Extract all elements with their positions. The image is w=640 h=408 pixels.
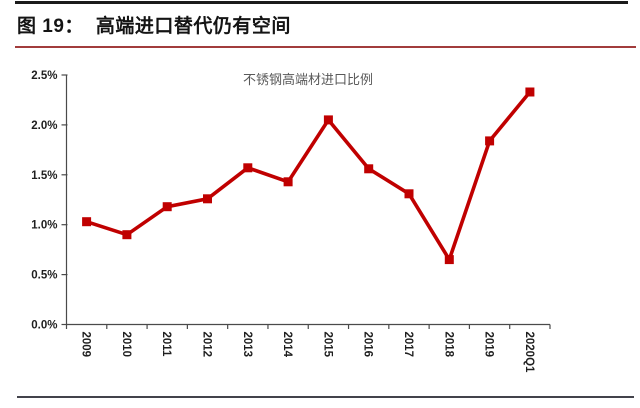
y-tick-label: 2.0% xyxy=(31,120,57,132)
figure-number: 图 19： xyxy=(17,16,84,37)
chart-axes xyxy=(65,75,550,326)
x-tick-label: 2019 xyxy=(483,332,495,358)
figure-heading: 图 19： 高端进口替代仍有空间 xyxy=(17,11,627,38)
x-tick-label: 2016 xyxy=(362,332,374,358)
data-point-marker xyxy=(82,217,92,227)
x-tick-label: 2020Q1 xyxy=(523,332,535,374)
y-tick-label: 0.5% xyxy=(31,270,57,282)
data-point-marker xyxy=(283,177,293,187)
x-tick-label: 2014 xyxy=(281,332,293,358)
data-point-marker xyxy=(444,255,454,265)
heading-underline-rule xyxy=(15,46,636,48)
y-tick-label: 0.0% xyxy=(31,320,57,332)
data-point-marker xyxy=(243,163,253,173)
x-tick-label: 2011 xyxy=(160,332,172,358)
data-point-marker xyxy=(485,136,495,146)
data-point-marker xyxy=(525,87,535,97)
chart-title: 不锈钢高端材进口比例 xyxy=(243,72,373,87)
y-tick-label: 2.5% xyxy=(31,70,57,82)
x-tick-label: 2017 xyxy=(402,332,414,358)
line-chart: 不锈钢高端材进口比例 0.0% 0.5% 1.0% 1.5% 2.0% 2.5% 2009… xyxy=(31,70,551,374)
x-tick-label: 2012 xyxy=(201,332,213,358)
data-point-marker xyxy=(162,202,172,212)
top-divider-rule xyxy=(15,1,628,4)
x-tick-label: 2018 xyxy=(442,332,454,358)
x-tick-label: 2013 xyxy=(241,332,253,358)
x-tick-label: 2009 xyxy=(80,332,92,358)
y-tick-label: 1.5% xyxy=(31,170,57,182)
figure-title: 高端进口替代仍有空间 xyxy=(95,16,291,37)
data-point-marker xyxy=(203,194,212,204)
series-line xyxy=(86,90,532,264)
x-tick-label: 2015 xyxy=(321,332,333,358)
data-series xyxy=(82,87,535,265)
data-point-marker xyxy=(122,230,132,240)
x-axis-tick-labels: 2009 2010 2011 2012 2013 2014 2015 2016 2017 2018… xyxy=(65,324,551,374)
data-point-marker xyxy=(404,189,414,199)
x-tick-label: 2010 xyxy=(120,332,132,358)
data-point-marker xyxy=(323,115,333,125)
y-axis-tick-labels: 0.0% 0.5% 1.0% 1.5% 2.0% 2.5% xyxy=(31,70,68,332)
data-point-marker xyxy=(364,164,374,174)
y-tick-label: 1.0% xyxy=(31,220,57,232)
bottom-divider-rule xyxy=(17,396,634,398)
